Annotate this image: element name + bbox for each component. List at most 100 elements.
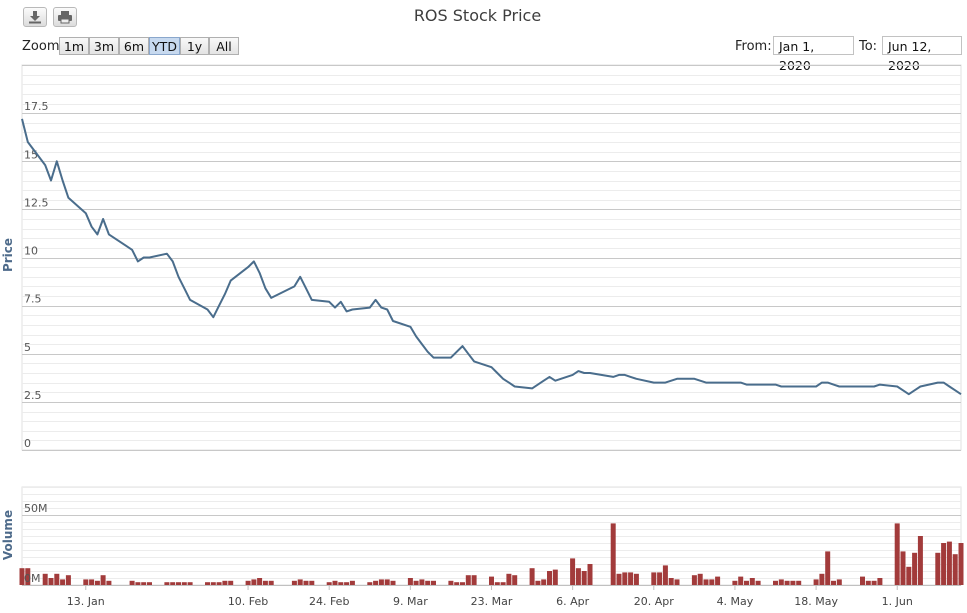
volume-bar — [570, 558, 576, 585]
volume-bar — [547, 571, 552, 585]
volume-bar — [89, 579, 95, 585]
volume-bar — [865, 580, 871, 585]
volume-bar — [367, 582, 373, 585]
volume-bar — [581, 571, 587, 585]
volume-bar — [48, 578, 54, 585]
volume-bar — [210, 582, 216, 585]
x-axis: 13. Jan 10. Feb 24. Feb 9. Mar 23. Mar 6. Apr… — [22, 585, 961, 608]
volume-bar — [257, 578, 263, 585]
volume-bar — [291, 580, 297, 585]
volume-bar — [65, 575, 71, 585]
zoom-all-button[interactable]: All — [209, 37, 239, 55]
volume-bar — [135, 582, 141, 585]
volume-bar — [326, 582, 332, 585]
volume-bar — [900, 551, 906, 585]
volume-bar — [297, 579, 303, 585]
zoom-3m-button[interactable]: 3m — [89, 37, 119, 55]
x-tick-label: 20. Apr — [634, 595, 674, 608]
volume-bar — [744, 580, 749, 585]
volume-bar — [535, 580, 541, 585]
zoom-1m-button[interactable]: 1m — [59, 37, 89, 55]
volume-bar — [147, 582, 152, 585]
volume-bar — [489, 576, 494, 585]
volume-bar — [616, 573, 622, 585]
volume-bar — [749, 578, 755, 585]
volume-bar — [796, 580, 802, 585]
from-label: From: — [735, 39, 772, 54]
x-tick-label: 23. Mar — [471, 595, 513, 608]
volume-bar — [60, 579, 66, 585]
volume-bar — [819, 573, 825, 585]
volume-bar — [575, 568, 581, 585]
volume-bar — [622, 572, 628, 585]
volume-bar — [106, 580, 112, 585]
volume-bar — [187, 582, 193, 585]
volume-bar — [541, 579, 547, 585]
price-grid — [21, 64, 962, 451]
volume-bar — [413, 580, 419, 585]
price-series — [21, 118, 962, 396]
volume-bar — [529, 568, 535, 585]
volume-series — [19, 523, 964, 585]
volume-bar — [431, 580, 436, 585]
volume-bar — [19, 568, 25, 585]
volume-bar — [129, 580, 135, 585]
volume-bar — [628, 572, 634, 585]
volume-bar — [205, 582, 210, 585]
volume-bar — [512, 575, 518, 585]
volume-bar — [390, 580, 396, 585]
volume-bar — [454, 582, 460, 585]
volume-bar — [738, 576, 744, 585]
volume-bar — [871, 580, 877, 585]
volume-bar — [610, 523, 616, 585]
volume-bar — [222, 580, 228, 585]
volume-bar — [691, 575, 697, 585]
volume-bar — [587, 564, 593, 585]
volume-bar — [912, 552, 918, 585]
volume-bar — [448, 580, 454, 585]
volume-bar — [836, 579, 842, 585]
volume-bar — [42, 573, 48, 585]
volume-bar — [83, 579, 89, 585]
volume-bar — [141, 582, 147, 585]
volume-bar — [552, 569, 558, 585]
volume-bar — [755, 580, 761, 585]
volume-bar — [170, 582, 176, 585]
price-tick-label: 17.5 — [24, 100, 49, 113]
volume-bar — [657, 572, 663, 585]
volume-bar — [715, 576, 721, 585]
volume-grid — [21, 486, 962, 586]
price-tick-label: 0 — [24, 437, 31, 450]
volume-bar — [935, 552, 941, 585]
volume-bar — [303, 580, 309, 585]
volume-bar — [25, 568, 31, 585]
volume-bar — [500, 582, 506, 585]
price-tick-label: 10 — [24, 245, 38, 258]
volume-bar — [373, 580, 379, 585]
volume-axis-title: Volume — [1, 510, 15, 560]
zoom-1y-button[interactable]: 1y — [180, 37, 209, 55]
price-axis-title: Price — [1, 238, 15, 272]
zoom-6m-button[interactable]: 6m — [119, 37, 149, 55]
zoom-ytd-button[interactable]: YTD — [149, 37, 180, 55]
price-tick-label: 7.5 — [24, 293, 42, 306]
print-button[interactable] — [53, 7, 77, 27]
volume-bar — [831, 580, 836, 585]
to-date-input[interactable]: Jun 12, 2020 — [882, 36, 962, 73]
download-button[interactable] — [23, 7, 47, 27]
x-tick-label: 1. Jun — [882, 595, 913, 608]
volume-bar — [460, 582, 465, 585]
volume-bar — [952, 554, 958, 585]
from-date-input[interactable]: Jan 1, 2020 — [773, 36, 854, 73]
volume-bar — [813, 579, 819, 585]
volume-bar — [465, 575, 471, 585]
volume-bar — [384, 579, 390, 585]
volume-bar — [703, 579, 709, 585]
volume-bar — [344, 582, 350, 585]
volume-bar — [54, 573, 60, 585]
volume-bar — [732, 580, 738, 585]
volume-bar — [662, 565, 668, 585]
to-label: To: — [859, 39, 878, 54]
x-tick-label: 18. May — [794, 595, 838, 608]
